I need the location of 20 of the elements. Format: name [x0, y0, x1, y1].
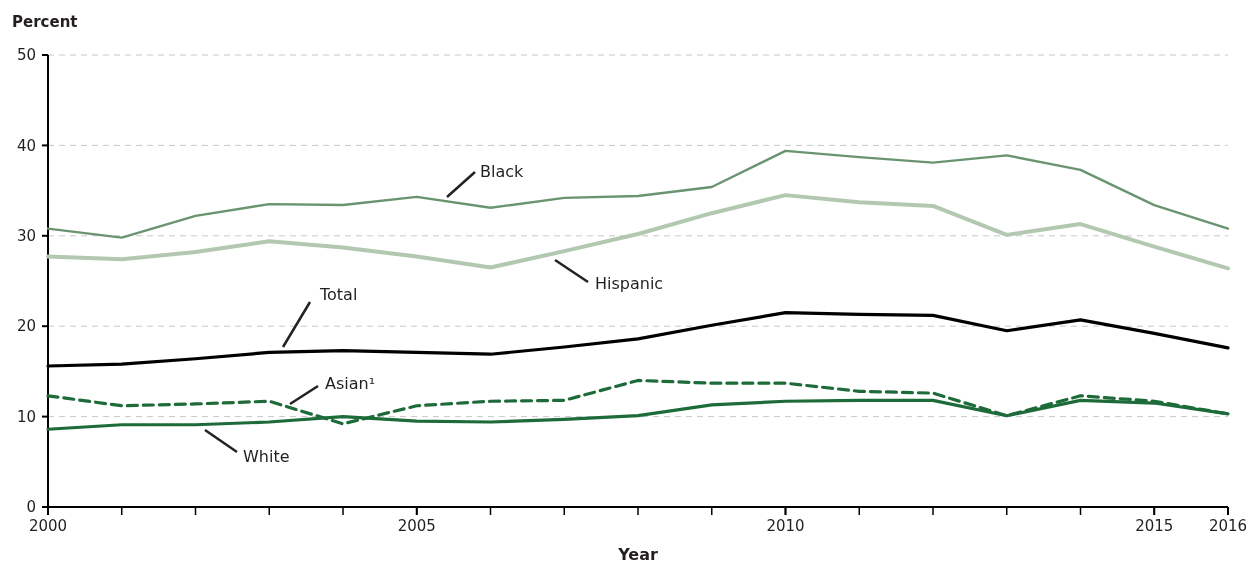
x-tick-label: 2010 — [766, 517, 805, 535]
y-tick-label: 20 — [16, 317, 36, 336]
line-series — [46, 149, 1230, 239]
x-tick-label: 2016 — [1208, 517, 1248, 535]
y-tick-label: 50 — [16, 46, 36, 65]
series-label: Hispanic — [595, 274, 664, 293]
y-tick-label: 40 — [16, 136, 36, 155]
x-tick-label: 2015 — [1135, 517, 1174, 535]
series-label: White — [243, 447, 290, 466]
y-tick-label: 0 — [26, 498, 36, 517]
line-series — [46, 193, 1230, 271]
y-axis-title: Percent — [12, 13, 78, 31]
y-tick-label: 10 — [16, 407, 36, 426]
x-tick-label: 2000 — [28, 517, 68, 535]
series-label: Asian¹ — [325, 374, 376, 393]
y-tick-label: 30 — [16, 227, 36, 246]
series-label: Black — [480, 162, 525, 181]
x-tick-label: 2005 — [397, 517, 436, 535]
text: Total — [319, 285, 358, 304]
x-axis-title: Year — [617, 545, 658, 564]
